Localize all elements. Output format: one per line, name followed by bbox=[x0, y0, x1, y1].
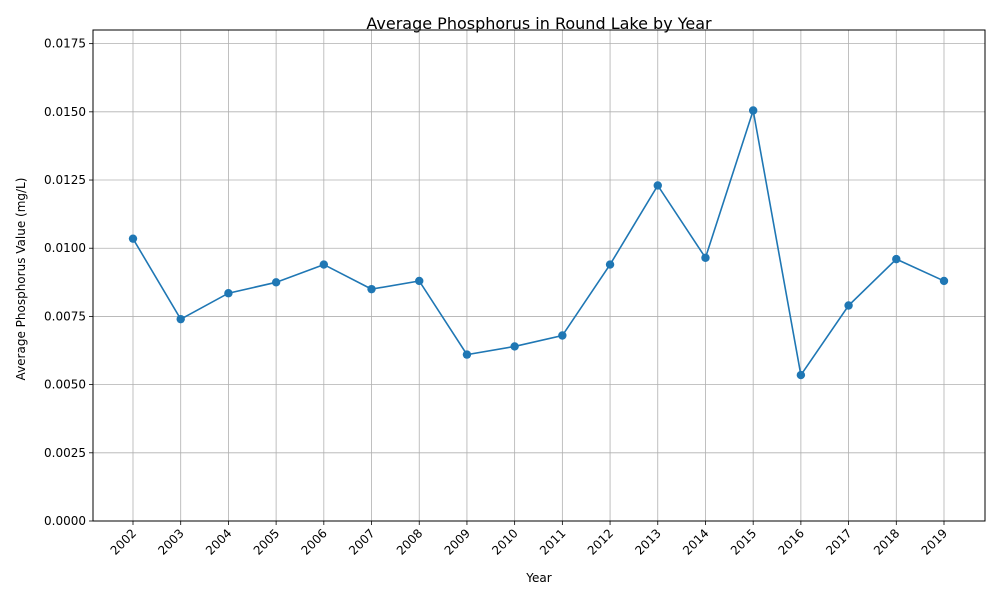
data-point bbox=[748, 106, 758, 115]
x-axis-label: Year bbox=[525, 571, 551, 585]
x-tick-label: 2005 bbox=[251, 526, 282, 557]
x-tick-label: 2018 bbox=[871, 526, 902, 557]
data-point bbox=[367, 284, 376, 294]
plot-frame bbox=[92, 29, 986, 522]
data-point bbox=[510, 342, 519, 351]
data-point bbox=[939, 276, 949, 286]
x-tick-label: 2002 bbox=[108, 526, 139, 557]
x-tick-label: 2009 bbox=[442, 526, 473, 557]
x-tick-label: 2016 bbox=[776, 526, 807, 557]
data-point bbox=[319, 260, 329, 269]
y-tick-label: 0.0150 bbox=[44, 105, 86, 119]
x-tick-label: 2014 bbox=[680, 526, 711, 557]
data-point bbox=[271, 278, 281, 287]
series-points bbox=[128, 106, 949, 380]
data-point bbox=[844, 301, 853, 310]
y-axis-ticks: 0.0000 0.0025 0.0050 0.0075 0.0100 0.0125 0.01… bbox=[44, 37, 93, 528]
y-tick-label: 0.0025 bbox=[44, 446, 86, 460]
data-point bbox=[224, 289, 233, 298]
data-point bbox=[176, 314, 185, 324]
y-tick-label: 0.0125 bbox=[44, 173, 86, 187]
data-point bbox=[605, 260, 615, 269]
data-point bbox=[653, 181, 662, 190]
y-tick-label: 0.0100 bbox=[44, 241, 86, 255]
chart-title: Average Phosphorus in Round Lake by Year bbox=[366, 14, 712, 33]
y-tick-label: 0.0175 bbox=[44, 37, 86, 51]
data-point bbox=[128, 234, 138, 243]
x-tick-label: 2006 bbox=[298, 526, 329, 557]
y-axis-label: Average Phosphorus Value (mg/L) bbox=[14, 178, 28, 381]
x-tick-label: 2003 bbox=[155, 526, 186, 557]
data-point bbox=[558, 331, 567, 340]
x-tick-label: 2017 bbox=[823, 526, 854, 557]
x-tick-label: 2008 bbox=[394, 526, 425, 557]
x-tick-label: 2013 bbox=[632, 526, 663, 557]
x-tick-label: 2011 bbox=[537, 526, 568, 557]
data-point bbox=[701, 253, 710, 262]
y-tick-label: 0.0050 bbox=[44, 378, 86, 392]
grid bbox=[93, 30, 985, 522]
x-tick-label: 2012 bbox=[585, 526, 616, 557]
x-tick-label: 2004 bbox=[203, 526, 234, 557]
data-point bbox=[415, 276, 424, 286]
y-tick-label: 0.0075 bbox=[44, 309, 86, 323]
x-tick-label: 2007 bbox=[346, 526, 377, 557]
y-tick-label: 0.0000 bbox=[44, 514, 86, 528]
data-point bbox=[892, 254, 901, 264]
x-tick-label: 2015 bbox=[728, 526, 759, 557]
series-line bbox=[132, 110, 945, 378]
x-axis-ticks: 2002 2003 2004 2005 2006 2007 2008 2009 2010 2011… bbox=[108, 521, 950, 558]
x-tick-label: 2010 bbox=[489, 526, 520, 557]
data-point bbox=[462, 350, 472, 359]
data-point bbox=[796, 370, 806, 380]
x-tick-label: 2019 bbox=[919, 526, 950, 557]
